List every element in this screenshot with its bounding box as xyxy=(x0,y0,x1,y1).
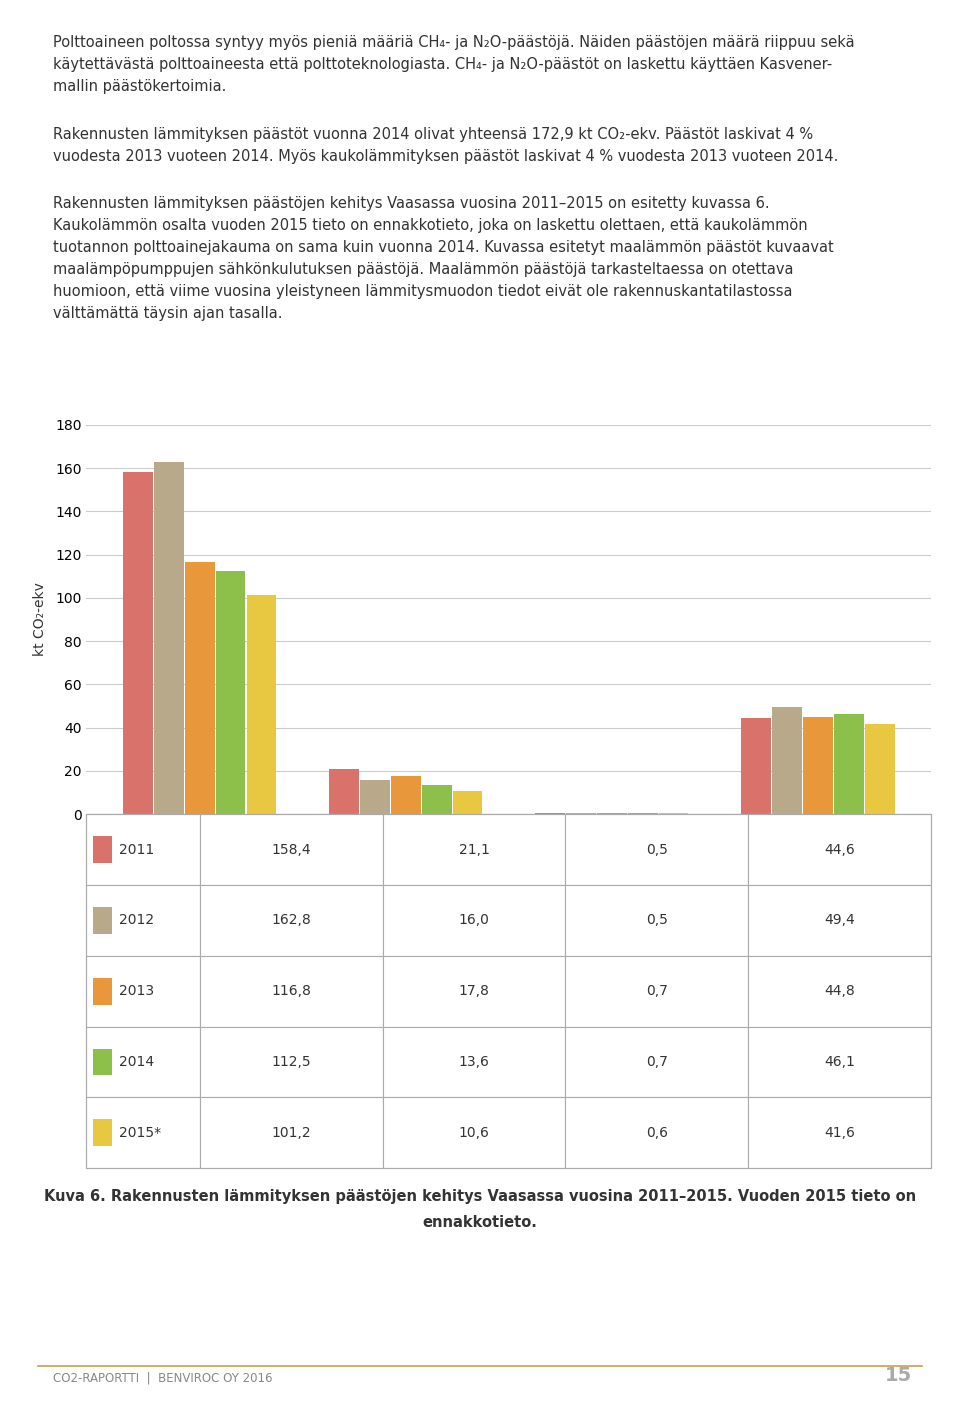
Text: 21,1: 21,1 xyxy=(459,843,490,857)
Bar xyxy=(748,956,931,1027)
Bar xyxy=(360,780,390,814)
Bar xyxy=(865,724,895,814)
Text: 44,6: 44,6 xyxy=(825,843,855,857)
Bar xyxy=(748,885,931,956)
Text: 2014: 2014 xyxy=(118,1055,154,1069)
Bar xyxy=(383,956,565,1027)
Text: 49,4: 49,4 xyxy=(825,913,855,927)
Text: 2011: 2011 xyxy=(118,843,154,857)
Bar xyxy=(748,1027,931,1097)
Bar xyxy=(86,885,201,956)
Text: 116,8: 116,8 xyxy=(272,984,312,998)
Bar xyxy=(123,472,153,814)
Bar xyxy=(748,1097,931,1168)
Text: 2013: 2013 xyxy=(118,984,154,998)
Bar xyxy=(803,718,832,814)
Bar xyxy=(86,1097,201,1168)
Bar xyxy=(201,1027,383,1097)
Bar xyxy=(597,813,627,814)
Bar xyxy=(565,1027,748,1097)
Text: 15: 15 xyxy=(885,1366,912,1385)
Text: 0,7: 0,7 xyxy=(646,984,667,998)
Bar xyxy=(201,885,383,956)
Bar xyxy=(565,885,748,956)
Text: 44,8: 44,8 xyxy=(825,984,855,998)
Text: 16,0: 16,0 xyxy=(459,913,490,927)
Bar xyxy=(201,1097,383,1168)
Bar xyxy=(565,956,748,1027)
Text: 158,4: 158,4 xyxy=(272,843,311,857)
Bar xyxy=(421,784,451,814)
Bar xyxy=(201,956,383,1027)
Text: 41,6: 41,6 xyxy=(824,1126,855,1140)
Text: 162,8: 162,8 xyxy=(272,913,312,927)
Bar xyxy=(154,462,183,814)
Text: 2012: 2012 xyxy=(118,913,154,927)
Text: ennakkotieto.: ennakkotieto. xyxy=(422,1215,538,1231)
Text: 0,7: 0,7 xyxy=(646,1055,667,1069)
Bar xyxy=(565,1097,748,1168)
Bar xyxy=(628,813,658,814)
Text: 0,5: 0,5 xyxy=(646,913,667,927)
Bar xyxy=(93,835,111,864)
Text: välttämättä täysin ajan tasalla.: välttämättä täysin ajan tasalla. xyxy=(53,306,282,321)
Bar xyxy=(86,814,201,885)
Bar xyxy=(453,792,483,814)
Bar xyxy=(391,776,420,814)
Bar xyxy=(329,769,359,814)
Text: 13,6: 13,6 xyxy=(459,1055,490,1069)
Bar xyxy=(383,885,565,956)
Text: 17,8: 17,8 xyxy=(459,984,490,998)
Text: tuotannon polttoainejakauma on sama kuin vuonna 2014. Kuvassa esitetyt maalämmön: tuotannon polttoainejakauma on sama kuin… xyxy=(53,239,833,255)
Bar xyxy=(93,1120,111,1147)
Text: Polttoaineen poltossa syntyy myös pieniä määriä CH₄- ja N₂O-päästöjä. Näiden pää: Polttoaineen poltossa syntyy myös pieniä… xyxy=(53,35,854,51)
Text: 0,6: 0,6 xyxy=(646,1126,667,1140)
Text: 2015*: 2015* xyxy=(118,1126,160,1140)
Bar xyxy=(383,1027,565,1097)
Y-axis label: kt CO₂-ekv: kt CO₂-ekv xyxy=(33,582,47,657)
Bar xyxy=(834,715,864,814)
Bar xyxy=(93,1048,111,1076)
Text: huomioon, että viime vuosina yleistyneen lämmitysmuodon tiedot eivät ole rakennu: huomioon, että viime vuosina yleistyneen… xyxy=(53,283,792,299)
Bar xyxy=(748,814,931,885)
Bar xyxy=(86,1027,201,1097)
Bar xyxy=(201,814,383,885)
Text: käytettävästä polttoaineesta että polttoteknologiasta. CH₄- ja N₂O-päästöt on la: käytettävästä polttoaineesta että poltto… xyxy=(53,57,832,72)
Bar xyxy=(185,562,215,814)
Text: 10,6: 10,6 xyxy=(459,1126,490,1140)
Bar xyxy=(565,814,748,885)
Text: maalämpöpumppujen sähkönkulutuksen päästöjä. Maalämmön päästöjä tarkasteltaessa : maalämpöpumppujen sähkönkulutuksen pääst… xyxy=(53,262,793,278)
Text: Rakennusten lämmityksen päästöt vuonna 2014 olivat yhteensä 172,9 kt CO₂-ekv. Pä: Rakennusten lämmityksen päästöt vuonna 2… xyxy=(53,127,813,142)
Bar xyxy=(93,978,111,1005)
Bar xyxy=(93,908,111,935)
Text: Kaukolämmön osalta vuoden 2015 tieto on ennakkotieto, joka on laskettu olettaen,: Kaukolämmön osalta vuoden 2015 tieto on … xyxy=(53,218,807,234)
Text: Rakennusten lämmityksen päästöjen kehitys Vaasassa vuosina 2011–2015 on esitetty: Rakennusten lämmityksen päästöjen kehity… xyxy=(53,195,769,211)
Bar xyxy=(383,814,565,885)
Text: 112,5: 112,5 xyxy=(272,1055,311,1069)
Bar xyxy=(247,595,276,814)
Bar xyxy=(216,571,246,814)
Bar xyxy=(772,708,802,814)
Bar xyxy=(741,718,771,814)
Text: 0,5: 0,5 xyxy=(646,843,667,857)
Text: 46,1: 46,1 xyxy=(824,1055,855,1069)
Bar xyxy=(383,1097,565,1168)
Text: CO2-RAPORTTI  |  BENVIROC OY 2016: CO2-RAPORTTI | BENVIROC OY 2016 xyxy=(53,1372,273,1385)
Text: vuodesta 2013 vuoteen 2014. Myös kaukolämmityksen päästöt laskivat 4 % vuodesta : vuodesta 2013 vuoteen 2014. Myös kaukolä… xyxy=(53,149,838,164)
Bar xyxy=(86,956,201,1027)
Text: mallin päästökertoimia.: mallin päästökertoimia. xyxy=(53,79,227,95)
Text: Kuva 6. Rakennusten lämmityksen päästöjen kehitys Vaasassa vuosina 2011–2015. Vu: Kuva 6. Rakennusten lämmityksen päästöje… xyxy=(44,1189,916,1205)
Text: 101,2: 101,2 xyxy=(272,1126,311,1140)
